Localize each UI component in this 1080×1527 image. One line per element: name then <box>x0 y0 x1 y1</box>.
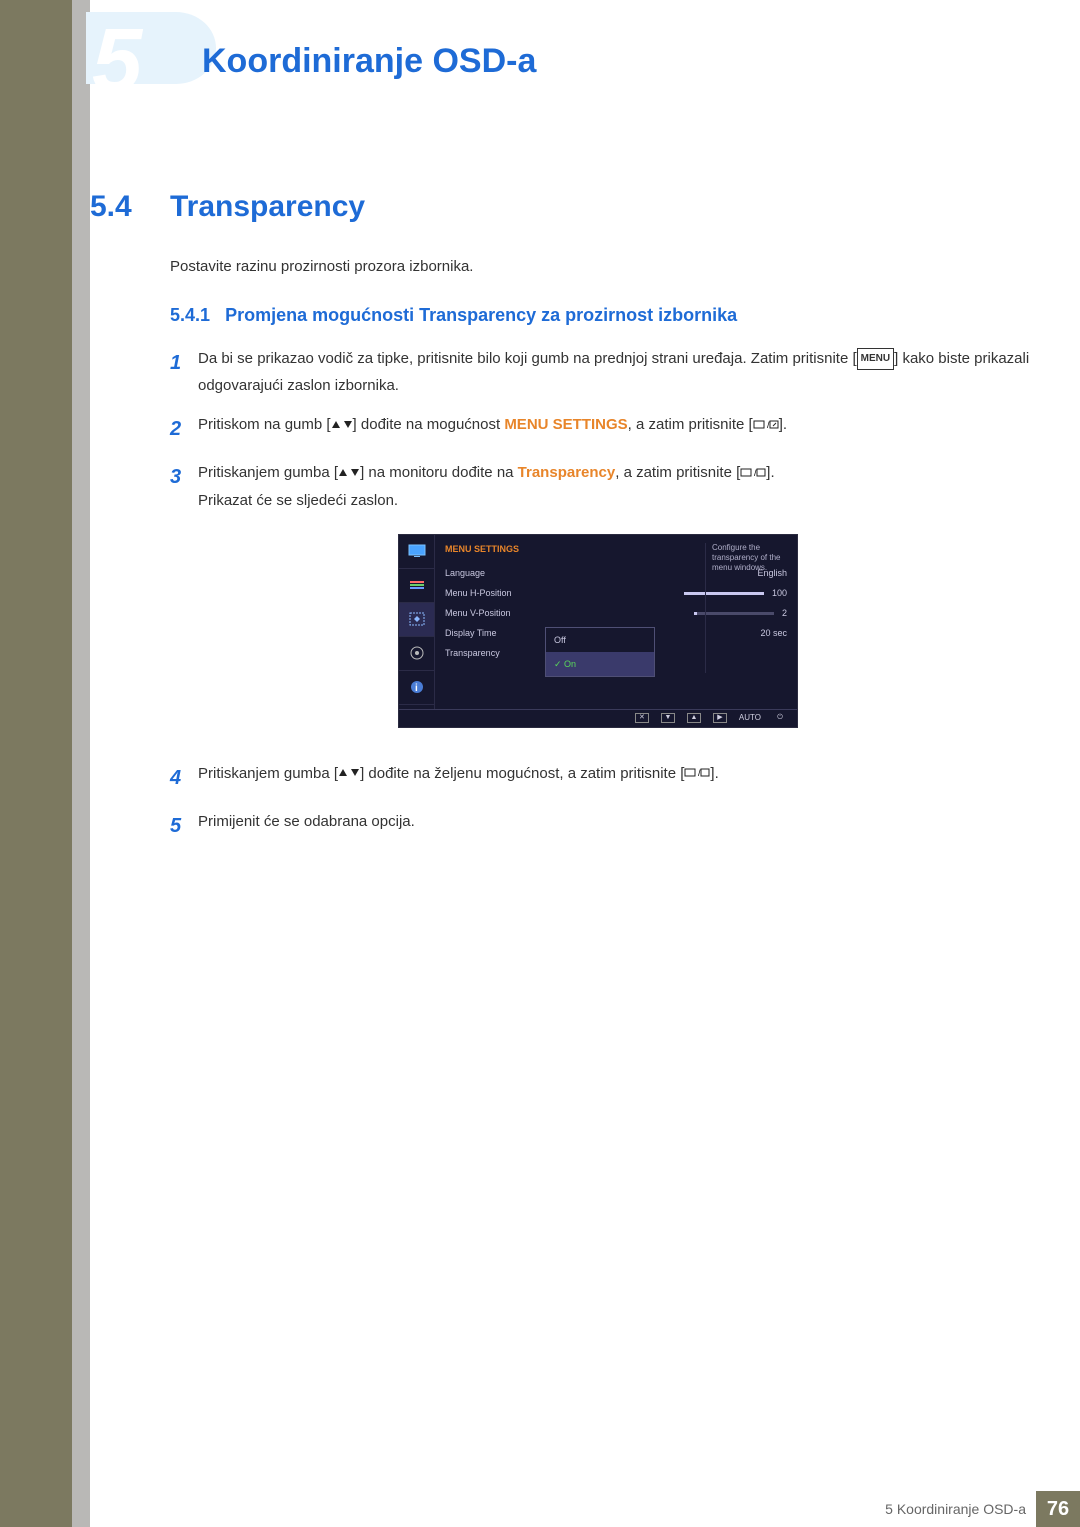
osd-navbar: ✕ ▼ ▲ ▶ AUTO ⏻ <box>399 709 797 727</box>
text: , a zatim pritisnite [ <box>628 416 753 433</box>
close-icon: ✕ <box>635 713 649 723</box>
label: Menu H-Position <box>445 585 512 601</box>
step-5: 5 Primijenit će se odabrana opcija. <box>170 808 1040 844</box>
right-icon: ▶ <box>713 713 727 723</box>
text: ]. <box>766 464 774 481</box>
enter-icon: / <box>740 460 766 487</box>
text: Pritiskanjem gumba [ <box>198 765 338 782</box>
step-text: Pritiskanjem gumba [ ] dođite na željenu … <box>198 760 1040 796</box>
step-2: 2 Pritiskom na gumb [ ] dođite na mogućno… <box>170 411 1040 447</box>
down-icon: ▼ <box>661 713 675 723</box>
label: Transparency <box>445 645 500 661</box>
subsection-heading: 5.4.1 Promjena mogućnosti Transparency z… <box>170 305 737 326</box>
step-4: 4 Pritiskanjem gumba [ ] dođite na željen… <box>170 760 1040 796</box>
highlight: MENU SETTINGS <box>504 416 627 433</box>
chapter-number: 5 <box>92 30 142 93</box>
auto-label: AUTO <box>739 711 761 725</box>
text: ] dođite na željenu mogućnost, a zatim p… <box>360 765 684 782</box>
up-down-icon <box>338 760 360 787</box>
step-num: 3 <box>170 459 198 748</box>
label: Menu V-Position <box>445 605 511 621</box>
color-icon <box>399 569 434 603</box>
up-icon: ▲ <box>687 713 701 723</box>
text: Prikazat će se sljedeći zaslon. <box>198 492 398 509</box>
step-num: 1 <box>170 345 198 399</box>
size-icon <box>399 603 434 637</box>
text: ] na monitoru dođite na <box>360 464 518 481</box>
enter-icon: / <box>684 760 710 787</box>
osd-help: Configure the transparency of the menu w… <box>705 543 789 673</box>
menu-icon: MENU <box>857 348 894 370</box>
enter-icon: / <box>753 412 779 439</box>
option-on: On <box>546 652 654 676</box>
text: ]. <box>710 765 718 782</box>
info-icon: i <box>399 671 434 705</box>
settings-icon <box>399 637 434 671</box>
osd-dropdown: Off On <box>545 627 655 677</box>
step-text: Pritiskom na gumb [ ] dođite na mogućnost… <box>198 411 1040 447</box>
step-text: Da bi se prikazao vodič za tipke, pritis… <box>198 345 1040 399</box>
step-text: Pritiskanjem gumba [ ] na monitoru dođite… <box>198 459 1040 748</box>
osd-screenshot: i MENU SETTINGS Language English Menu H-… <box>398 534 798 728</box>
picture-icon <box>399 535 434 569</box>
svg-text:i: i <box>415 683 418 694</box>
page: 5 Koordiniranje OSD-a 5.4 Transparency P… <box>72 0 1080 1527</box>
label: Language <box>445 565 485 581</box>
step-num: 5 <box>170 808 198 844</box>
step-text: Primijenit će se odabrana opcija. <box>198 808 1040 844</box>
text: , a zatim pritisnite [ <box>615 464 740 481</box>
page-number: 76 <box>1036 1491 1080 1527</box>
subsection-title: Promjena mogućnosti Transparency za proz… <box>225 305 737 325</box>
text: Da bi se prikazao vodič za tipke, pritis… <box>198 350 857 367</box>
intro-text: Postavite razinu prozirnosti prozora izb… <box>170 258 473 275</box>
label: Display Time <box>445 625 497 641</box>
up-down-icon <box>338 460 360 487</box>
option-off: Off <box>546 628 654 652</box>
text: ] dođite na mogućnost <box>353 416 505 433</box>
text: ]. <box>779 416 787 433</box>
power-icon: ⏻ <box>773 713 787 723</box>
footer-text: 5 Koordiniranje OSD-a <box>885 1501 1026 1517</box>
highlight: Transparency <box>518 464 616 481</box>
step-3: 3 Pritiskanjem gumba [ ] na monitoru dođi… <box>170 459 1040 748</box>
step-1: 1 Da bi se prikazao vodič za tipke, prit… <box>170 345 1040 399</box>
text: Pritiskom na gumb [ <box>198 416 331 433</box>
step-num: 4 <box>170 760 198 796</box>
osd-body: i MENU SETTINGS Language English Menu H-… <box>399 535 797 709</box>
doc-title: Koordiniranje OSD-a <box>202 42 536 81</box>
text: Pritiskanjem gumba [ <box>198 464 338 481</box>
footer: 5 Koordiniranje OSD-a 76 <box>72 1491 1080 1527</box>
up-down-icon <box>331 412 353 439</box>
section-title: Transparency <box>170 190 365 224</box>
steps-list: 1 Da bi se prikazao vodič za tipke, prit… <box>170 345 1040 856</box>
section-number: 5.4 <box>90 190 132 224</box>
step-num: 2 <box>170 411 198 447</box>
osd-sidebar: i <box>399 535 435 709</box>
subsection-num: 5.4.1 <box>170 305 210 325</box>
left-strip <box>72 0 90 1527</box>
